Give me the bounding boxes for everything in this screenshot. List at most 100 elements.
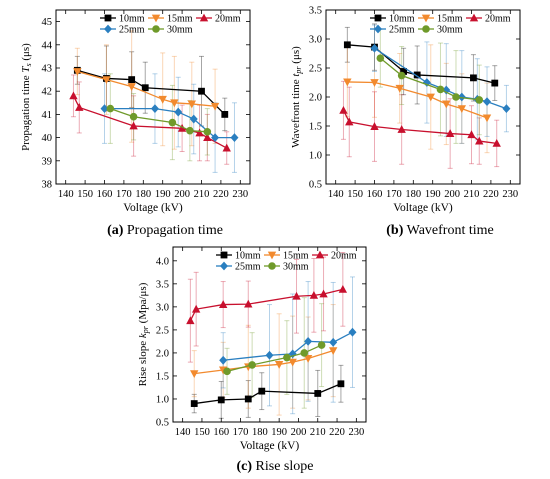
y-tick-label: 42: [42, 87, 53, 98]
legend-label: 15mm: [167, 14, 193, 25]
data-point-10mm: [258, 387, 266, 395]
legend-item-20mm: 20mm: [196, 14, 241, 25]
legend: 10mm 15mm 20mm 25mm 30mm: [216, 251, 357, 273]
plot-frame: [325, 9, 521, 185]
legend-label: 25mm: [389, 25, 415, 36]
data-point-20mm: [222, 143, 231, 152]
data-point-20mm: [345, 117, 354, 126]
y-tick-label: 2.0: [309, 93, 322, 104]
data-point-25mm: [483, 97, 492, 107]
x-tick-label: 150: [77, 189, 93, 200]
data-point-30mm: [300, 349, 309, 357]
data-point-20mm: [309, 290, 319, 299]
legend-item-15mm: 15mm: [418, 14, 463, 25]
legend-label: 20mm: [215, 14, 241, 25]
x-axis-label: Voltage (kV): [240, 440, 300, 452]
series-layer: [339, 23, 511, 169]
x-tick-label: 200: [291, 427, 307, 438]
legend-item-10mm: 10mm: [370, 14, 415, 25]
legend-label: 30mm: [283, 262, 309, 273]
legend-item-25mm: 25mm: [216, 262, 261, 273]
data-point-20mm: [195, 128, 204, 137]
data-point-20mm: [186, 316, 195, 325]
data-point-10mm: [491, 79, 499, 87]
data-point-15mm: [158, 95, 167, 104]
legend-label: 10mm: [389, 14, 415, 25]
y-axis-label: Propagation time Ts (μs): [20, 43, 33, 151]
legend-marker: [104, 14, 112, 22]
plot-frame: [55, 9, 251, 185]
legend-item-10mm: 10mm: [100, 14, 145, 25]
caption-b-letter: (b): [386, 223, 404, 238]
x-tick-label: 210: [310, 427, 326, 438]
caption-c: (c) Rise slope: [160, 459, 390, 475]
legend-label: 25mm: [235, 262, 261, 273]
data-point-30mm: [376, 54, 385, 62]
data-point-25mm: [457, 92, 466, 102]
legend-marker: [422, 25, 430, 33]
legend-marker: [315, 250, 325, 259]
legend-marker: [104, 24, 112, 34]
data-point-10mm: [190, 400, 198, 407]
data-point-15mm: [288, 358, 297, 367]
y-tick-label: 0.5: [156, 418, 169, 429]
data-point-20mm: [75, 103, 84, 111]
data-point-15mm: [187, 100, 196, 109]
data-point-25mm: [189, 114, 198, 124]
data-point-15mm: [442, 100, 451, 109]
x-tick-label: 190: [425, 189, 441, 200]
legend-label: 25mm: [119, 25, 145, 36]
legend-item-20mm: 20mm: [466, 14, 511, 25]
data-point-30mm: [223, 367, 231, 376]
data-point-30mm: [203, 128, 212, 136]
x-tick-label: 170: [233, 427, 249, 438]
data-point-15mm: [274, 361, 284, 369]
caption-b-text: Wavefront time: [403, 223, 494, 238]
legend-label: 10mm: [119, 14, 145, 25]
legend-label: 15mm: [437, 14, 463, 25]
y-tick-label: 43: [42, 64, 53, 75]
data-point-25mm: [211, 133, 220, 142]
data-point-20mm: [475, 136, 484, 145]
data-point-30mm: [248, 361, 256, 369]
legend-label: 15mm: [283, 251, 309, 262]
x-tick-label: 230: [348, 427, 364, 438]
data-point-30mm: [436, 85, 445, 94]
data-point-20mm: [191, 304, 201, 313]
data-point-25mm: [150, 104, 159, 113]
data-point-10mm: [314, 390, 322, 397]
y-tick-label: 44: [42, 40, 53, 51]
y-axis-label: Wavefront time tpr (μs): [290, 46, 303, 148]
series-line-10mm: [77, 69, 226, 115]
x-tick-label: 150: [347, 189, 363, 200]
data-point-15mm: [303, 355, 313, 363]
data-point-20mm: [129, 121, 138, 130]
x-tick-label: 230: [232, 189, 248, 200]
x-axis-label: Voltage (kV): [123, 202, 183, 214]
x-tick-label: 190: [271, 427, 287, 438]
data-point-25mm: [230, 133, 239, 142]
data-point-10mm: [141, 84, 149, 92]
x-tick-label: 230: [502, 189, 518, 200]
x-tick-label: 170: [386, 189, 402, 200]
data-point-20mm: [370, 122, 379, 130]
data-point-20mm: [69, 91, 78, 100]
legend-item-30mm: 30mm: [264, 262, 309, 273]
data-point-15mm: [482, 114, 492, 123]
y-tick-label: 3.0: [156, 302, 169, 313]
legend-label: 30mm: [437, 25, 463, 36]
legend-label: 10mm: [235, 251, 261, 262]
data-point-15mm: [102, 76, 111, 84]
x-tick-label: 210: [464, 189, 480, 200]
legend-item-20mm: 20mm: [312, 251, 357, 262]
caption-c-letter: (c): [236, 459, 253, 474]
y-axis-label: Rise slope kpr (Mpa/μs): [137, 282, 150, 386]
data-point-20mm: [397, 125, 406, 133]
x-tick-label: 180: [135, 189, 151, 200]
data-point-10mm: [470, 74, 477, 82]
x-tick-label: 180: [405, 189, 421, 200]
x-tick-label: 220: [483, 189, 499, 200]
x-tick-label: 200: [444, 189, 460, 200]
x-tick-label: 140: [58, 189, 74, 200]
